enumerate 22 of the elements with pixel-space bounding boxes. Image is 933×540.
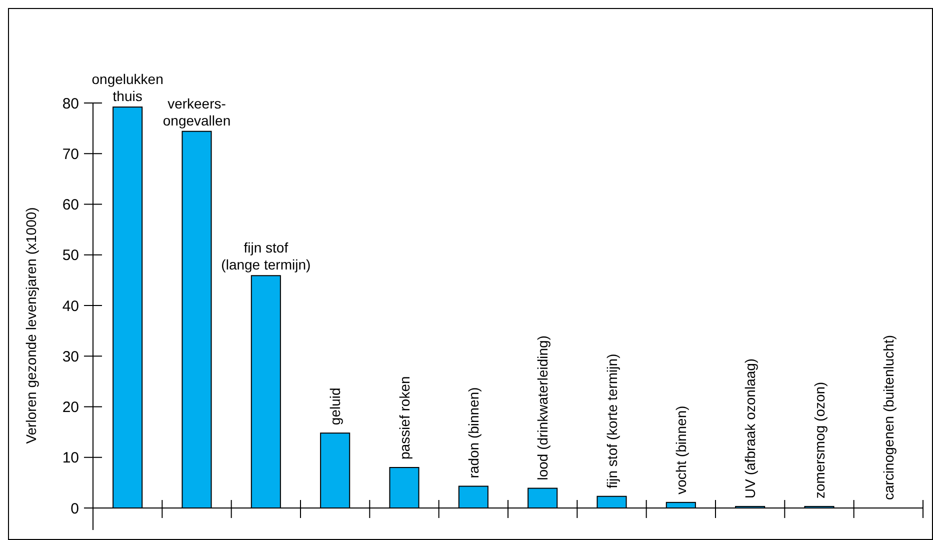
x-tick-label: carcinogenen (buitenlucht) <box>880 335 896 500</box>
x-tick-label: passief roken <box>396 376 412 460</box>
y-tick-label: 70 <box>62 146 79 163</box>
x-tick-label: verkeers- ongevallen <box>162 95 231 128</box>
y-tick-label: 80 <box>62 95 79 112</box>
y-tick-label: 10 <box>62 450 79 467</box>
y-tick-label: 20 <box>62 399 79 416</box>
x-tick-label: lood (drinkwaterleiding) <box>534 336 551 480</box>
x-tick-label: UV (afbraak ozonlaag) <box>742 358 758 498</box>
y-tick-label: 50 <box>62 247 79 264</box>
y-tick-label: 30 <box>62 348 79 366</box>
y-tick-label: 40 <box>62 298 79 315</box>
y-tick-label: 0 <box>70 500 79 518</box>
x-tick-label: fijn stof (lange termijn) <box>221 240 311 273</box>
x-tick-label: fijn stof (korte termijn) <box>604 354 620 488</box>
y-tick-label: 60 <box>62 196 79 214</box>
x-tick-label: geluid <box>327 388 344 426</box>
x-tick-label: zomersmog (ozon) <box>811 382 828 498</box>
x-tick-label: vocht (binnen) <box>672 406 689 494</box>
x-tick-label: radon (binnen) <box>465 387 482 478</box>
y-axis-title: Verloren gezonde levensjaren (x1000) <box>23 207 39 444</box>
x-tick-label: ongelukken thuis <box>92 71 164 104</box>
